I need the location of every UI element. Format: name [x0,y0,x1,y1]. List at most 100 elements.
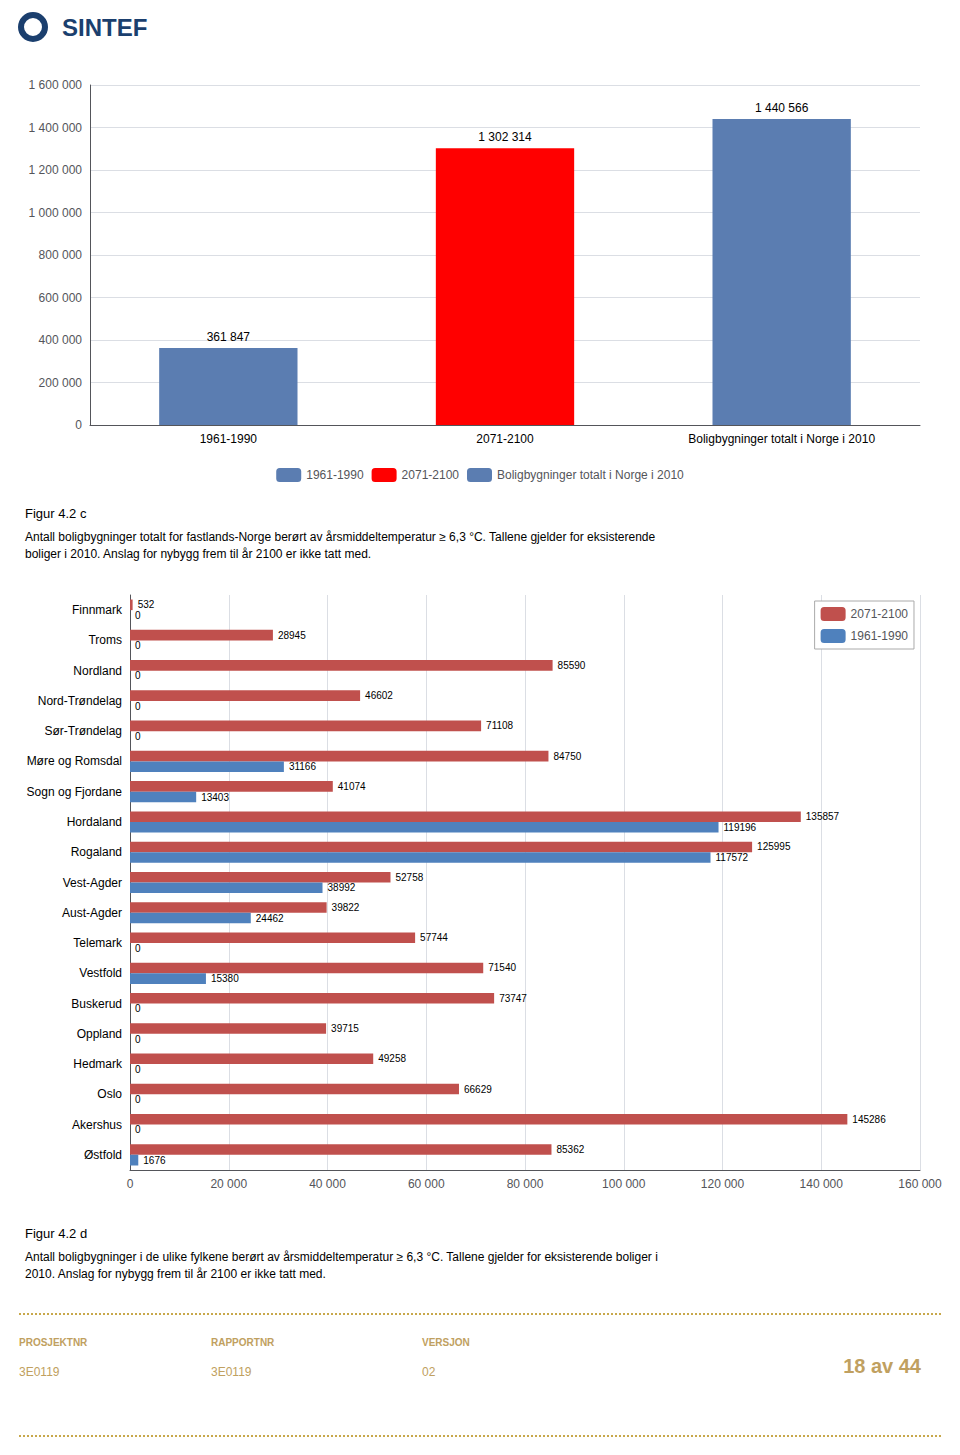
svg-text:200 000: 200 000 [39,376,83,390]
svg-text:boliger i 2010. Anslag for nyb: boliger i 2010. Anslag for nybygg frem t… [25,547,371,561]
svg-text:0: 0 [135,640,141,651]
svg-text:Boligbygninger totalt i Norge: Boligbygninger totalt i Norge i 2010 [688,432,875,446]
html-text:02: 02 [422,1365,436,1379]
svg-text:145286: 145286 [852,1114,886,1125]
svg-text:Sogn og Fjordane: Sogn og Fjordane [27,785,123,799]
svg-text:Sør-Trøndelag: Sør-Trøndelag [44,724,122,738]
svg-text:46602: 46602 [365,690,393,701]
svg-text:135857: 135857 [806,811,840,822]
svg-text:28945: 28945 [278,630,306,641]
svg-text:Oppland: Oppland [77,1027,122,1041]
svg-text:38992: 38992 [328,882,356,893]
svg-text:0: 0 [135,1124,141,1135]
svg-text:60 000: 60 000 [408,1177,445,1191]
svg-text:125995: 125995 [757,841,791,852]
svg-text:Vestfold: Vestfold [79,966,122,980]
svg-text:800 000: 800 000 [39,248,83,262]
svg-text:1 400 000: 1 400 000 [29,121,83,135]
svg-text:0: 0 [135,1064,141,1075]
svg-text:0: 0 [135,670,141,681]
svg-text:0: 0 [135,1034,141,1045]
svg-text:2071-2100: 2071-2100 [476,432,534,446]
svg-text:Vest-Agder: Vest-Agder [63,876,122,890]
svg-text:1676: 1676 [143,1155,166,1166]
svg-text:0: 0 [135,1003,141,1014]
svg-text:1 302 314: 1 302 314 [478,130,532,144]
svg-text:2071-2100: 2071-2100 [851,607,909,621]
svg-text:Buskerud: Buskerud [71,997,122,1011]
svg-text:66629: 66629 [464,1084,492,1095]
svg-text:Troms: Troms [88,633,122,647]
svg-text:120 000: 120 000 [701,1177,745,1191]
svg-text:1 000 000: 1 000 000 [29,206,83,220]
svg-text:Akershus: Akershus [72,1118,122,1132]
svg-text:1 600 000: 1 600 000 [29,78,83,92]
svg-text:Rogaland: Rogaland [71,845,122,859]
svg-text:0: 0 [75,418,82,432]
svg-text:Østfold: Østfold [84,1148,122,1162]
svg-text:0: 0 [135,731,141,742]
svg-text:532: 532 [138,599,155,610]
svg-text:71108: 71108 [486,720,514,731]
svg-text:Boligbygninger totalt i Norge: Boligbygninger totalt i Norge i 2010 [497,468,684,482]
svg-text:361 847: 361 847 [207,330,251,344]
svg-text:85590: 85590 [558,660,586,671]
svg-text:Nordland: Nordland [73,664,122,678]
svg-text:1961-1990: 1961-1990 [200,432,258,446]
svg-text:49258: 49258 [378,1053,406,1064]
svg-text:Antall boligbygninger i de uli: Antall boligbygninger i de ulike fylkene… [25,1250,658,1264]
svg-text:0: 0 [127,1177,134,1191]
html-text:18 av 44: 18 av 44 [843,1355,921,1377]
svg-text:600 000: 600 000 [39,291,83,305]
svg-text:13403: 13403 [201,792,229,803]
svg-text:71540: 71540 [488,962,516,973]
svg-text:Figur 4.2 c: Figur 4.2 c [25,506,87,521]
html-text:RAPPORTNR: RAPPORTNR [211,1337,275,1348]
svg-text:73747: 73747 [499,993,527,1004]
svg-text:2071-2100: 2071-2100 [402,468,460,482]
svg-text:Hedmark: Hedmark [73,1057,123,1071]
svg-text:57744: 57744 [420,932,448,943]
svg-text:0: 0 [135,943,141,954]
svg-text:85362: 85362 [556,1144,584,1155]
svg-text:Telemark: Telemark [73,936,123,950]
html-text:VERSJON: VERSJON [422,1337,470,1348]
svg-text:Hordaland: Hordaland [67,815,122,829]
svg-text:Aust-Agder: Aust-Agder [62,906,122,920]
svg-text:31166: 31166 [289,761,317,772]
svg-text:1961-1990: 1961-1990 [851,629,909,643]
svg-text:20 000: 20 000 [210,1177,247,1191]
svg-text:Møre og Romsdal: Møre og Romsdal [27,754,122,768]
svg-text:Figur 4.2 d: Figur 4.2 d [25,1226,87,1241]
html-text:SINTEF: SINTEF [62,14,148,41]
svg-text:100 000: 100 000 [602,1177,646,1191]
svg-text:15380: 15380 [211,973,239,984]
svg-text:400 000: 400 000 [39,333,83,347]
svg-text:Oslo: Oslo [97,1087,122,1101]
svg-text:40 000: 40 000 [309,1177,346,1191]
svg-text:Finnmark: Finnmark [72,603,123,617]
svg-text:Antall boligbygninger totalt f: Antall boligbygninger totalt for fastlan… [25,530,655,544]
svg-text:52758: 52758 [395,872,423,883]
svg-text:0: 0 [135,701,141,712]
svg-text:41074: 41074 [338,781,366,792]
html-text:PROSJEKTNR: PROSJEKTNR [19,1337,88,1348]
svg-text:1 200 000: 1 200 000 [29,163,83,177]
svg-text:0: 0 [135,1094,141,1105]
svg-text:117572: 117572 [716,852,749,863]
html-text:3E0119: 3E0119 [19,1365,60,1379]
svg-text:1961-1990: 1961-1990 [306,468,364,482]
svg-text:140 000: 140 000 [800,1177,844,1191]
svg-text:84750: 84750 [553,751,581,762]
html-text:3E0119: 3E0119 [211,1365,252,1379]
svg-text:1 440 566: 1 440 566 [755,101,809,115]
svg-text:39715: 39715 [331,1023,359,1034]
svg-text:119196: 119196 [724,822,757,833]
svg-text:160 000: 160 000 [898,1177,942,1191]
svg-text:Nord-Trøndelag: Nord-Trøndelag [38,694,122,708]
svg-text:2010. Anslag for nybygg frem t: 2010. Anslag for nybygg frem til år 2100… [25,1267,326,1281]
svg-text:0: 0 [135,610,141,621]
svg-text:80 000: 80 000 [507,1177,544,1191]
svg-text:39822: 39822 [332,902,360,913]
svg-text:24462: 24462 [256,913,284,924]
